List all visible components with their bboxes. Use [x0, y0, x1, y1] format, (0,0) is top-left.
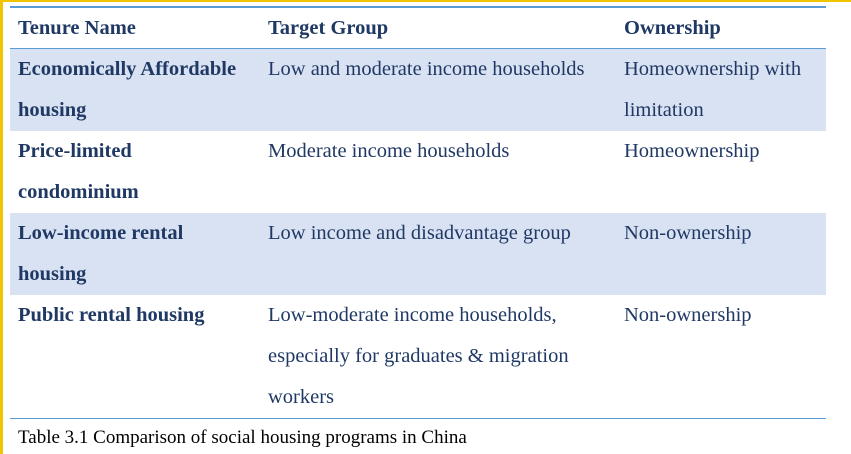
ownership-cell: Non-ownership — [616, 213, 826, 295]
social-housing-table-container: Tenure Name Target Group Ownership Econo… — [10, 6, 826, 419]
target-group-cell: Low-moderate income households, especial… — [268, 304, 569, 408]
header-ownership: Ownership — [624, 16, 721, 39]
social-housing-table: Tenure Name Target Group Ownership Econo… — [10, 6, 826, 419]
table-row: Economically Affordable housing Low and … — [10, 48, 826, 131]
target-group-cell: Low and moderate income households — [260, 48, 616, 131]
tenure-name-cell: Public rental housing — [18, 304, 205, 326]
header-tenure-name: Tenure Name — [18, 16, 136, 39]
target-group-cell: Moderate income households — [268, 140, 510, 162]
tenure-name-cell: Price-limited condominium — [18, 140, 139, 203]
document-top-edge — [0, 0, 851, 2]
tenure-name-cell: Economically Affordable housing — [10, 48, 260, 131]
ownership-cell: Homeownership with limitation — [616, 48, 826, 131]
table-row: Low-income rental housing Low income and… — [10, 213, 826, 295]
ownership-cell: Non-ownership — [624, 304, 752, 326]
table-header-row: Tenure Name Target Group Ownership — [10, 7, 826, 49]
table-row: Price-limited condominium Moderate incom… — [10, 131, 826, 213]
table-caption: Table 3.1 Comparison of social housing p… — [18, 427, 467, 448]
header-target-group: Target Group — [268, 16, 389, 39]
target-group-cell: Low income and disadvantage group — [260, 213, 616, 295]
document-left-edge — [0, 0, 3, 454]
table-body: Economically Affordable housing Low and … — [10, 48, 826, 419]
tenure-name-cell: Low-income rental housing — [10, 213, 260, 295]
table-header: Tenure Name Target Group Ownership — [10, 7, 826, 49]
ownership-cell: Homeownership — [624, 140, 760, 162]
table-row: Public rental housing Low-moderate incom… — [10, 295, 826, 419]
